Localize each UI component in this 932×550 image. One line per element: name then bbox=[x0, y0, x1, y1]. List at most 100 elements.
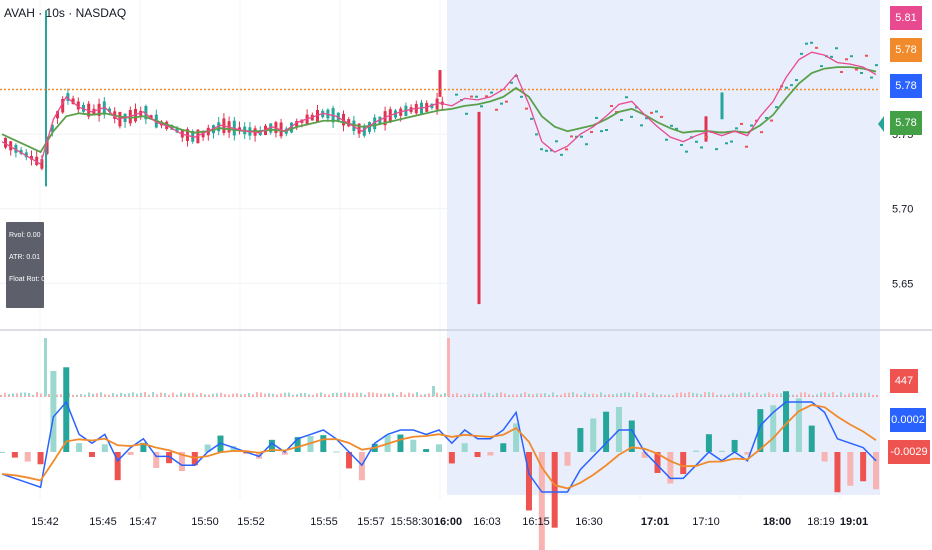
volume-bar bbox=[576, 393, 578, 396]
volume-bar bbox=[688, 392, 690, 396]
volume-bar bbox=[300, 393, 302, 396]
symbol-title: AVAH · 10s · NASDAQ bbox=[4, 6, 127, 20]
signal-line bbox=[1, 403, 877, 490]
time-tick-label: 15:55 bbox=[310, 516, 338, 528]
volume-bar bbox=[136, 393, 138, 396]
volume-bar bbox=[560, 394, 562, 396]
tick-marker bbox=[850, 55, 853, 58]
tick-marker bbox=[680, 143, 683, 146]
candle-body bbox=[373, 117, 377, 130]
macd-histogram-bar bbox=[680, 452, 687, 475]
volume-bar bbox=[312, 394, 314, 396]
candle-body bbox=[144, 105, 148, 120]
tick-marker bbox=[855, 68, 858, 71]
volume-bar bbox=[440, 394, 442, 396]
macd-histogram-bar bbox=[397, 434, 404, 452]
volume-bar bbox=[112, 393, 114, 396]
volume-bar bbox=[624, 392, 626, 396]
macd-histogram-bar bbox=[757, 409, 764, 452]
volume-bar bbox=[716, 394, 718, 396]
volume-bar bbox=[152, 392, 154, 396]
volume-bar bbox=[248, 393, 250, 396]
volume-bar bbox=[500, 392, 502, 396]
volume-bar bbox=[760, 394, 762, 396]
tick-marker bbox=[580, 135, 583, 138]
tick-marker bbox=[635, 106, 638, 109]
volume-bar bbox=[508, 394, 510, 396]
macd-histogram-bar bbox=[281, 452, 288, 455]
volume-bar bbox=[376, 393, 378, 396]
tick-marker bbox=[600, 130, 603, 133]
tick-marker bbox=[485, 95, 488, 98]
volume-bar bbox=[240, 394, 242, 396]
macd-histogram-bar bbox=[551, 452, 558, 528]
volume-bar bbox=[872, 394, 874, 396]
volume-bar bbox=[396, 394, 398, 396]
volume-bar bbox=[88, 392, 90, 396]
volume-bar bbox=[772, 393, 774, 396]
macd-histogram-bar bbox=[204, 444, 211, 452]
volume-bar bbox=[20, 392, 22, 396]
volume-bar bbox=[656, 394, 658, 396]
tick-marker bbox=[640, 124, 643, 127]
volume-bar bbox=[472, 393, 474, 396]
volume-bar bbox=[536, 393, 538, 396]
volume-bar bbox=[296, 394, 298, 396]
level-markers bbox=[455, 41, 878, 156]
candle-body bbox=[342, 113, 345, 126]
volume-bar bbox=[364, 394, 366, 396]
volume-bar bbox=[824, 392, 826, 396]
volume-bar bbox=[540, 393, 542, 396]
volume-bar bbox=[800, 392, 802, 396]
volume-bar bbox=[416, 392, 418, 396]
volume-bar bbox=[780, 393, 782, 396]
volume-bar bbox=[16, 393, 18, 396]
volume-bar bbox=[636, 392, 638, 396]
price-axis[interactable]: 5.755.705.65 bbox=[892, 129, 913, 290]
volume-bar bbox=[776, 393, 778, 396]
volume-bar bbox=[860, 392, 862, 396]
tick-marker bbox=[555, 140, 558, 143]
volume-bar bbox=[188, 392, 190, 396]
time-tick-label: 15:45 bbox=[89, 516, 117, 528]
time-tick-label: 15:58:30 bbox=[391, 516, 434, 528]
volume-bar bbox=[720, 394, 722, 396]
volume-bar bbox=[456, 393, 458, 396]
tick-marker bbox=[595, 116, 598, 119]
volume-bar bbox=[588, 393, 590, 396]
volume-bar bbox=[60, 394, 62, 396]
volume-histogram bbox=[0, 338, 880, 397]
tick-marker bbox=[540, 148, 543, 151]
volume-bar bbox=[696, 393, 698, 396]
macd-histogram-bar bbox=[410, 439, 417, 452]
volume-bar bbox=[704, 392, 706, 396]
tick-marker bbox=[725, 142, 728, 145]
volume-bar bbox=[572, 392, 574, 396]
volume-bar bbox=[408, 392, 410, 396]
tick-marker bbox=[620, 119, 623, 122]
volume-bar bbox=[316, 393, 318, 396]
tick-marker bbox=[665, 138, 668, 141]
tick-marker bbox=[755, 119, 758, 122]
volume-bar bbox=[208, 394, 210, 396]
macd-histogram-bar bbox=[795, 398, 802, 452]
volume-bar bbox=[32, 394, 34, 396]
volume-bar bbox=[864, 392, 866, 396]
volume-bar bbox=[532, 394, 534, 396]
volume-bar bbox=[492, 394, 494, 396]
volume-bar bbox=[744, 392, 746, 396]
candle-body bbox=[35, 156, 39, 166]
tick-marker bbox=[535, 133, 538, 136]
volume-bar bbox=[424, 394, 426, 396]
macd-histogram-bar bbox=[153, 452, 160, 468]
volume-bar bbox=[44, 338, 47, 396]
tick-marker bbox=[745, 145, 748, 148]
volume-bar bbox=[480, 393, 482, 396]
volume-bar bbox=[280, 393, 282, 396]
candle-body bbox=[347, 119, 351, 127]
time-axis[interactable]: 15:42 15:45 15:47 15:50 15:52 15:55 15:57 15:58… bbox=[31, 516, 868, 528]
volume-bar bbox=[284, 392, 286, 396]
volume-bar bbox=[96, 393, 98, 396]
tick-marker bbox=[480, 105, 483, 108]
